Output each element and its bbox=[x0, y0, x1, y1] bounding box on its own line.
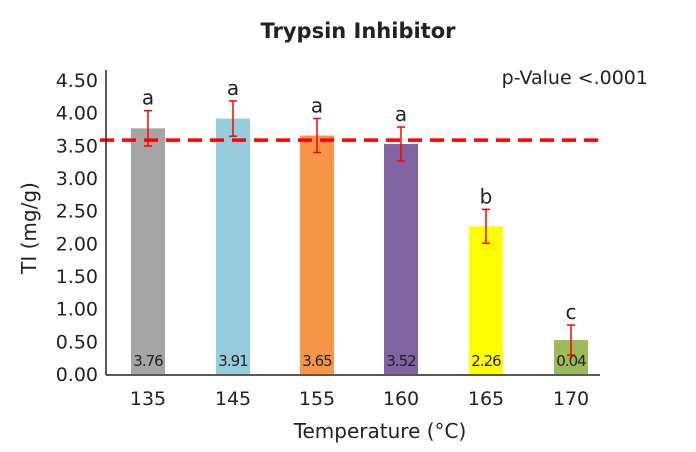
bar-145 bbox=[216, 118, 250, 375]
x-tick-label: 160 bbox=[383, 388, 419, 410]
significance-letter: b bbox=[480, 184, 493, 208]
x-axis-label: Temperature (°C) bbox=[293, 419, 467, 443]
bar-value-label: 2.26 bbox=[471, 352, 501, 370]
y-tick-label: 3.00 bbox=[56, 168, 98, 190]
y-axis-label: TI (mg/g) bbox=[17, 182, 41, 275]
significance-letter: a bbox=[311, 94, 323, 118]
y-tick-label: 1.50 bbox=[56, 266, 98, 288]
p-value-annotation: p-Value <.0001 bbox=[502, 67, 648, 89]
y-tick-label: 2.50 bbox=[56, 201, 98, 223]
y-tick-label: 1.00 bbox=[56, 299, 98, 321]
bar-value-label: 3.65 bbox=[302, 352, 332, 370]
y-tick-label: 4.50 bbox=[56, 70, 98, 92]
chart-title: Trypsin Inhibitor bbox=[260, 19, 456, 43]
y-tick-label: 0.00 bbox=[56, 364, 98, 386]
x-tick-label: 165 bbox=[468, 388, 504, 410]
y-tick-label: 2.00 bbox=[56, 233, 98, 255]
y-tick-label: 0.50 bbox=[56, 331, 98, 353]
bar-155 bbox=[300, 135, 334, 374]
significance-letter: a bbox=[142, 86, 154, 110]
x-tick-label: 145 bbox=[215, 388, 251, 410]
bar-value-label: 3.91 bbox=[218, 352, 248, 370]
x-tick-label: 135 bbox=[130, 388, 166, 410]
bar-value-label: 0.04 bbox=[556, 352, 586, 370]
y-tick-label: 4.00 bbox=[56, 103, 98, 125]
significance-letter: a bbox=[227, 76, 239, 100]
bar-value-label: 3.52 bbox=[386, 352, 416, 370]
bar-135 bbox=[131, 128, 165, 374]
x-tick-label: 155 bbox=[299, 388, 335, 410]
significance-letter: a bbox=[395, 102, 407, 126]
bar-160 bbox=[384, 144, 418, 374]
y-tick-label: 3.50 bbox=[56, 135, 98, 157]
bar-165 bbox=[469, 226, 503, 374]
significance-letter: c bbox=[566, 300, 577, 324]
x-tick-label: 170 bbox=[553, 388, 589, 410]
bar-value-label: 3.76 bbox=[133, 352, 163, 370]
